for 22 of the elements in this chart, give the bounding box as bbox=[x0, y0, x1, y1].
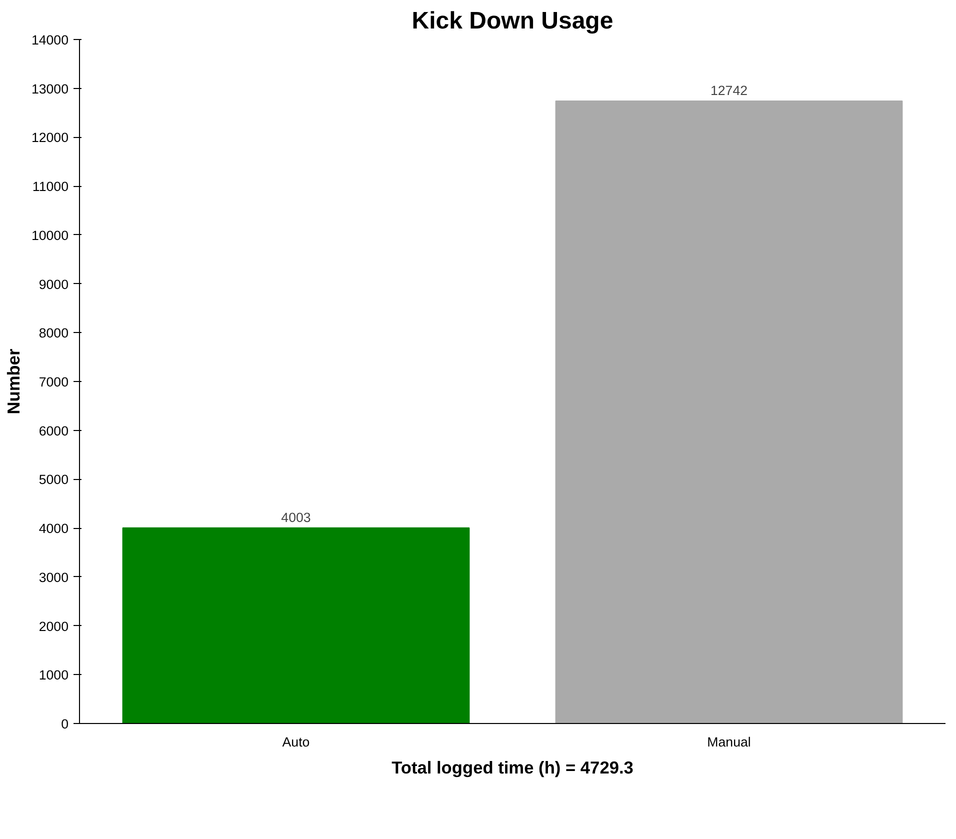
x-tick-label: Manual bbox=[707, 734, 751, 750]
y-tick-label: 3000 bbox=[38, 570, 69, 585]
y-tick-label: 1000 bbox=[38, 668, 69, 683]
data-label: 12742 bbox=[710, 82, 748, 98]
data-label: 4003 bbox=[281, 510, 311, 525]
y-tick-label: 13000 bbox=[31, 81, 68, 96]
y-axis-title: Number bbox=[3, 348, 24, 414]
y-tick-label: 8000 bbox=[38, 326, 69, 341]
y-tick-label: 9000 bbox=[38, 276, 69, 292]
y-tick-label: 6000 bbox=[38, 423, 69, 438]
y-tick-label: 7000 bbox=[38, 374, 69, 390]
x-axis-title: Total logged time (h) = 4729.3 bbox=[392, 758, 634, 778]
x-tick-label: Auto bbox=[282, 734, 310, 750]
y-tick-label: 5000 bbox=[38, 472, 69, 488]
y-tick-label: 11000 bbox=[32, 179, 69, 194]
chart-title: Kick Down Usage bbox=[412, 8, 614, 34]
y-tick-label: 10000 bbox=[31, 228, 68, 243]
y-tick-label: 14000 bbox=[31, 32, 68, 48]
y-tick-label: 12000 bbox=[31, 130, 68, 146]
y-tick-label: 0 bbox=[61, 716, 69, 732]
y-tick-label: 4000 bbox=[38, 521, 69, 536]
y-tick-label: 2000 bbox=[38, 618, 69, 634]
